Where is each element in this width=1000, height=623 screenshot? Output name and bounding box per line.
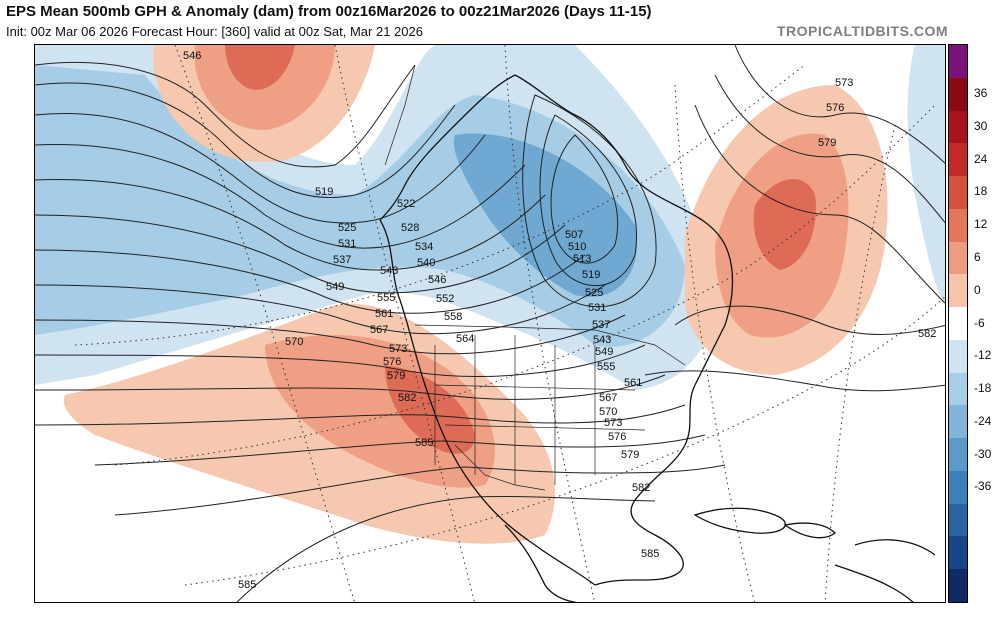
contour-label: 549 (326, 281, 344, 293)
contour-label: 555 (597, 361, 615, 373)
colorbar-tick-label: 30 (974, 118, 988, 133)
colorbar-segment (949, 241, 967, 275)
source-watermark: TROPICALTIDBITS.COM (776, 23, 948, 39)
political-borders (384, 64, 686, 491)
contour-label: 543 (593, 334, 611, 346)
colorbar-segment (949, 110, 967, 144)
contour-label: 507 (565, 229, 583, 241)
anomaly-map: 546 519 522 525 528 531 534 537 540 543 … (35, 45, 945, 602)
positive-anomaly-southwest-mid (265, 335, 495, 488)
colorbar-segment (949, 307, 967, 340)
negative-anomaly-atlantic (907, 45, 945, 303)
colorbar-tick-label: 24 (974, 151, 988, 166)
colorbar-tick-label: -24 (974, 413, 992, 428)
colorbar-tick-label: 6 (974, 249, 981, 264)
contour-label: 519 (582, 269, 600, 281)
colorbar-segment (949, 470, 967, 504)
colorbar-segment (949, 438, 967, 471)
colorbar-segment (949, 569, 967, 602)
contour-label: 549 (595, 346, 613, 358)
contour-label: 570 (599, 406, 617, 418)
contour-label: 510 (568, 241, 586, 253)
anomaly-shading (35, 45, 945, 544)
contour-label: 546 (183, 50, 201, 62)
contour-label: 576 (826, 102, 844, 114)
contour-label: 513 (573, 253, 591, 265)
positive-anomaly-southwest-core (385, 365, 475, 454)
contour-label: 573 (389, 343, 407, 355)
contour-label: 555 (377, 292, 395, 304)
contour-label: 564 (456, 333, 474, 345)
contour-label: 576 (383, 356, 401, 368)
colorbar-tick-label: 18 (974, 184, 988, 199)
height-contours (35, 45, 945, 602)
colorbar-segment (949, 372, 967, 406)
contour-label: 546 (428, 274, 446, 286)
contour-label: 561 (624, 377, 642, 389)
contour-label: 534 (415, 241, 433, 253)
colorbar-tick-label: 0 (974, 282, 981, 297)
contour-label: 573 (604, 417, 622, 429)
contour-label: 537 (592, 319, 610, 331)
contour-label: 576 (608, 431, 626, 443)
negative-anomaly-pacific-core (55, 105, 180, 260)
contour-label: 585 (641, 548, 659, 560)
map-panel: 546 519 522 525 528 531 534 537 540 543 … (34, 44, 946, 603)
contour-label: 525 (585, 287, 603, 299)
colorbar-segment (949, 503, 967, 537)
map-title: EPS Mean 500mb GPH & Anomaly (dam) from … (6, 3, 652, 20)
coastlines (379, 74, 936, 602)
positive-anomaly-alaska-core (225, 45, 295, 90)
anomaly-colorbar (948, 44, 968, 603)
colorbar-segment (949, 405, 967, 438)
colorbar-tick-label: -6 (974, 315, 985, 330)
contour-label: 579 (387, 370, 405, 382)
colorbar-segment (949, 143, 967, 176)
colorbar-tick-label: -12 (974, 348, 992, 363)
contour-label: 573 (835, 77, 853, 89)
colorbar-tick-label: -30 (974, 446, 992, 461)
colorbar-tick-label: -18 (974, 381, 992, 396)
contour-label: 561 (375, 308, 393, 320)
contour-label: 519 (315, 186, 333, 198)
contour-label: 582 (632, 482, 650, 494)
contour-label: 543 (380, 265, 398, 277)
contour-label: 585 (238, 579, 256, 591)
colorbar-segment (949, 45, 967, 78)
contour-label: 540 (417, 257, 435, 269)
contour-label: 579 (621, 449, 639, 461)
contour-label: 582 (918, 328, 936, 340)
colorbar-segment (949, 274, 967, 307)
contour-label: 552 (436, 293, 454, 305)
colorbar-tick-label: 36 (974, 86, 988, 101)
contour-label: 531 (588, 302, 606, 314)
lat-lon-grid (74, 45, 945, 602)
contour-label: 525 (338, 222, 356, 234)
contour-label: 582 (398, 392, 416, 404)
contour-label: 537 (333, 254, 351, 266)
contour-label: 531 (338, 238, 356, 250)
colorbar-segment (949, 536, 967, 569)
negative-anomaly-hudson (453, 133, 637, 297)
contour-label: 567 (599, 392, 617, 404)
contour-label: 585 (415, 437, 433, 449)
contour-label: 570 (285, 336, 303, 348)
positive-anomaly-atlantic-core (753, 178, 816, 270)
colorbar-segment (949, 339, 967, 373)
colorbar-segment (949, 77, 967, 111)
contour-label: 558 (444, 311, 462, 323)
contour-label: 567 (370, 324, 388, 336)
colorbar-segment (949, 176, 967, 209)
contour-label: 528 (401, 222, 419, 234)
colorbar-tick-label: -36 (974, 479, 992, 494)
colorbar-tick-label: 12 (974, 217, 988, 232)
contour-label: 522 (397, 198, 415, 210)
colorbar-segment (949, 208, 967, 242)
map-subtitle: Init: 00z Mar 06 2026 Forecast Hour: [36… (6, 24, 423, 39)
contour-label: 579 (818, 137, 836, 149)
contour-labels: 546 519 522 525 528 531 534 537 540 543 … (183, 50, 936, 591)
